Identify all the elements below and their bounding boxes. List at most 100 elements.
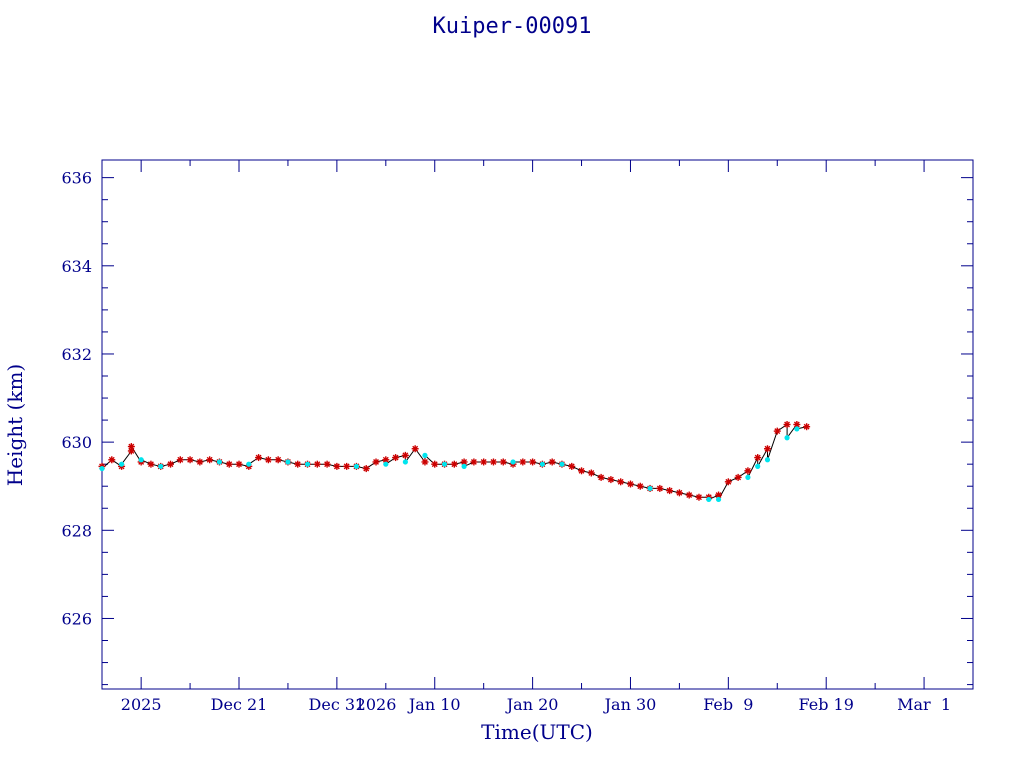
x-tick-label: Jan 10 [407, 695, 461, 714]
data-point-star [783, 421, 791, 428]
plot-frame [101, 159, 974, 690]
data-point-star [763, 445, 771, 453]
data-point-star [382, 456, 390, 464]
data-point-star [127, 443, 135, 451]
data-point-dot [402, 459, 408, 465]
data-point-dot [647, 485, 653, 492]
data-point-star [480, 458, 488, 466]
data-point-dot [510, 459, 516, 465]
y-tick-label: 632 [61, 345, 92, 364]
data-point-star [264, 456, 272, 464]
data-point-star [489, 458, 497, 466]
data-point-star [744, 467, 752, 475]
data-point-dot [559, 461, 565, 467]
y-axis-title: Height (km) [3, 364, 27, 486]
data-point-dot [158, 463, 164, 469]
data-point-star [411, 445, 419, 453]
data-point-star [401, 451, 409, 459]
data-point-star [196, 458, 204, 466]
data-point-star [362, 465, 370, 473]
data-point-star [675, 489, 683, 497]
data-point-star [255, 454, 263, 462]
data-point-star [343, 462, 351, 470]
data-point-dot [441, 461, 448, 467]
data-point-star [685, 491, 693, 499]
x-tick-label: Mar 1 [897, 695, 951, 714]
data-point-dot [784, 435, 790, 441]
data-point-star [499, 458, 507, 466]
data-point-star [597, 473, 605, 481]
data-point-star [294, 460, 302, 468]
data-point-star [323, 460, 331, 468]
data-point-star [225, 460, 233, 468]
data-point-star [773, 427, 781, 435]
data-point-star [519, 458, 527, 466]
data-point-star [529, 458, 537, 466]
x-tick-label: Jan 20 [505, 695, 559, 714]
data-point-star [734, 473, 742, 481]
data-point-star [617, 478, 625, 486]
data-point-dot [794, 426, 800, 432]
data-markers [98, 421, 811, 503]
chart-title: Kuiper-00091 [432, 14, 592, 39]
y-tick-label: 628 [61, 521, 92, 540]
x-tick-label: 2026 [356, 695, 397, 714]
data-point-star [421, 458, 429, 466]
data-point-dot [353, 463, 360, 469]
data-point-star [167, 460, 175, 468]
data-point-star [186, 456, 194, 464]
data-point-star [568, 462, 576, 470]
x-tick-label: Dec 21 [211, 695, 268, 714]
data-point-star [656, 484, 664, 492]
data-point-star [695, 493, 703, 501]
data-point-dot [138, 457, 144, 463]
data-point-star [587, 469, 595, 477]
x-tick-label: Feb 19 [799, 695, 854, 714]
data-point-star [431, 460, 439, 468]
data-point-star [372, 458, 380, 466]
data-point-dot [745, 474, 751, 480]
data-point-dot [246, 461, 252, 467]
data-point-star [206, 456, 214, 464]
data-point-dot [285, 459, 291, 465]
data-point-star [607, 476, 615, 484]
x-axis-title: Time(UTC) [481, 720, 593, 744]
x-tick-label: Dec 31 [309, 695, 366, 714]
data-point-star [548, 458, 556, 466]
data-point-dot [715, 496, 722, 503]
x-tick-label: 2025 [121, 695, 162, 714]
data-point-star [274, 456, 282, 464]
data-point-star [578, 467, 586, 475]
x-tick-label: Jan 30 [603, 695, 657, 714]
data-point-dot [216, 459, 223, 465]
y-tick-label: 636 [61, 169, 92, 188]
data-point-dot [118, 461, 125, 467]
data-point-star [333, 462, 341, 470]
data-point-dot [706, 496, 712, 503]
data-point-dot [422, 452, 428, 458]
data-point-star [235, 460, 243, 468]
tick-marks [102, 160, 974, 689]
data-point-dot [764, 457, 771, 463]
data-point-star [176, 456, 184, 464]
data-point-star [626, 480, 634, 488]
data-point-star [666, 487, 674, 495]
y-tick-label: 630 [61, 433, 92, 452]
data-point-dot [461, 463, 467, 469]
data-point-dot [755, 463, 761, 469]
data-point-dot [304, 461, 311, 467]
data-point-star [108, 456, 116, 464]
x-tick-label: Feb 9 [703, 695, 753, 714]
data-point-dot [99, 465, 105, 472]
data-point-star [147, 460, 155, 468]
y-tick-label: 634 [61, 257, 92, 276]
data-point-star [470, 458, 478, 466]
data-point-star [450, 460, 458, 468]
data-point-star [392, 454, 400, 462]
data-point-star [313, 460, 321, 468]
data-point-star [724, 478, 732, 486]
data-point-star [803, 423, 811, 431]
data-point-dot [539, 461, 545, 467]
